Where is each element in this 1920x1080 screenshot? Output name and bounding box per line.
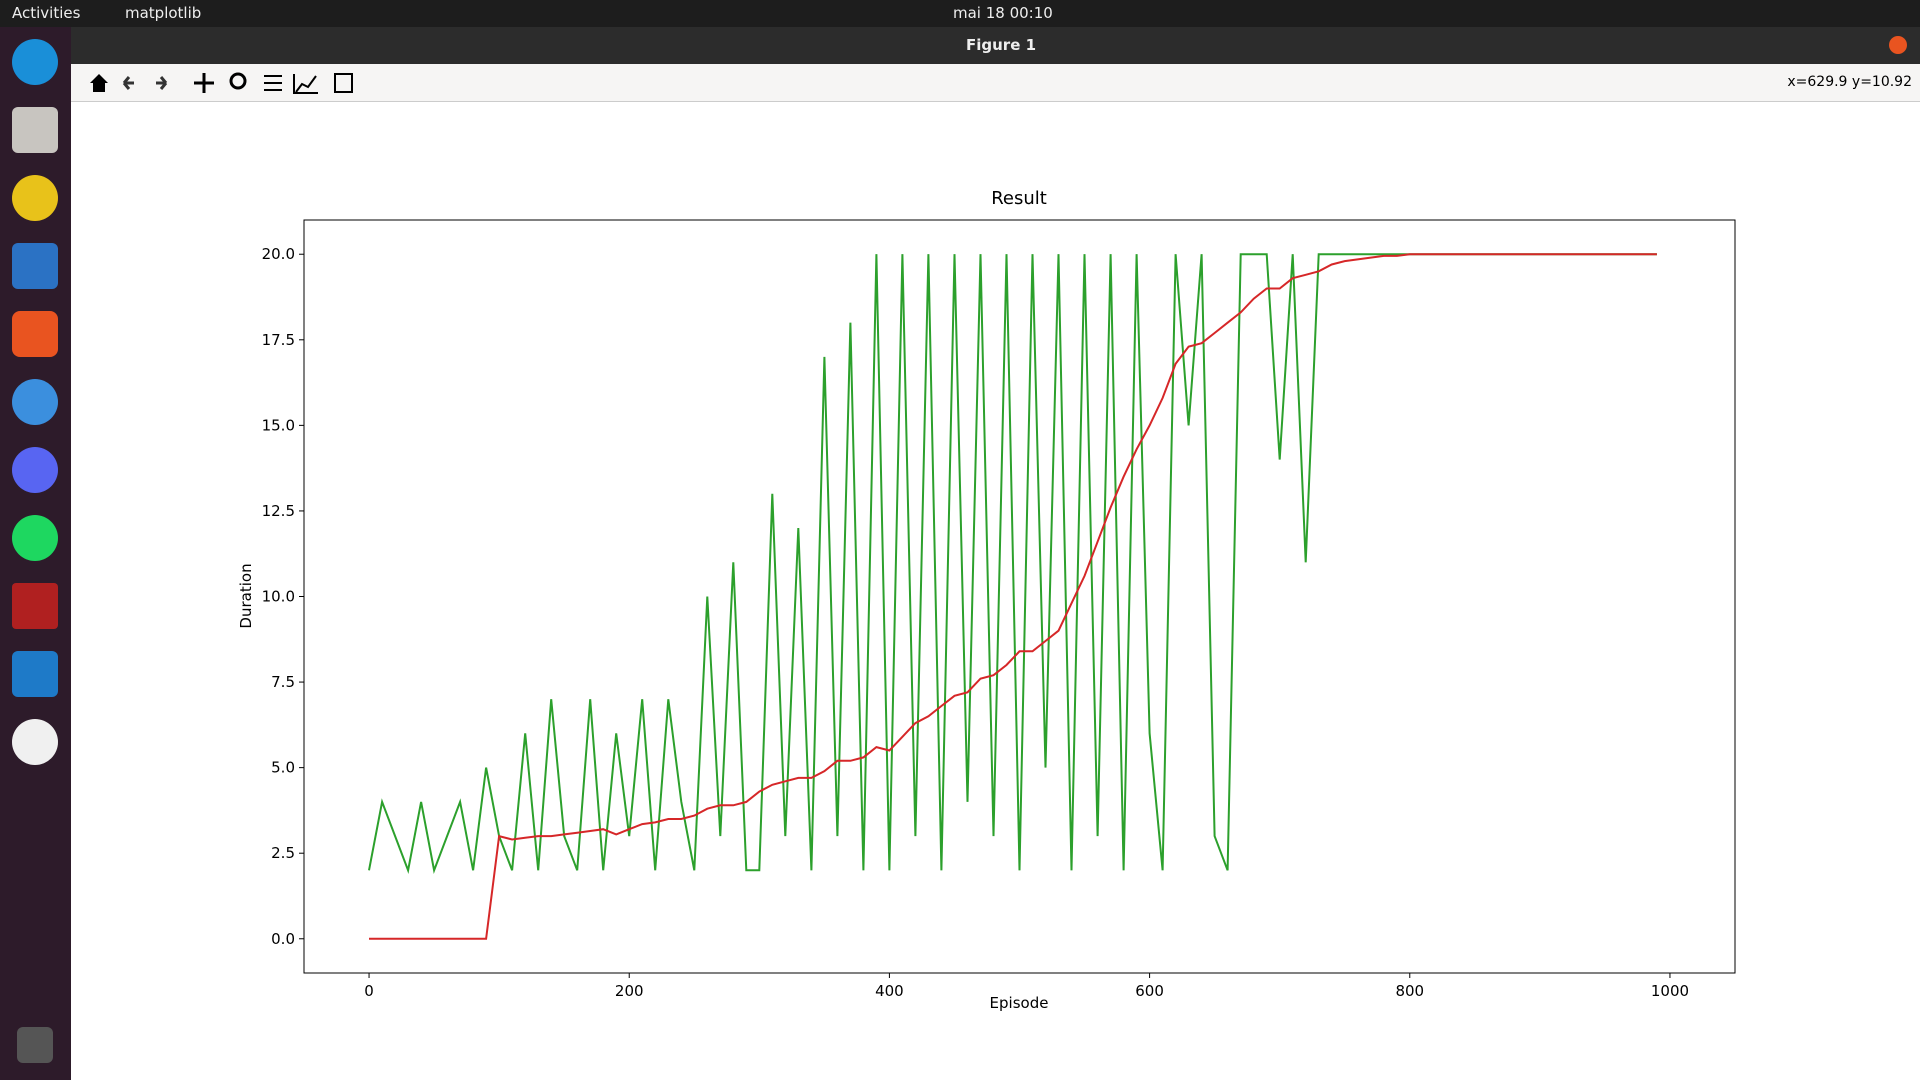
title-bar: Figure 1 [71,27,1920,64]
close-button[interactable] [1889,36,1907,54]
dock [0,27,71,1080]
axes-frame [303,219,1736,974]
x-tick-label: 800 [1395,982,1424,1000]
help-icon[interactable] [12,379,58,425]
terminal-icon[interactable] [12,583,58,629]
x-tick-label: 0 [364,982,374,1000]
window-title: Figure 1 [966,36,1037,54]
y-axis-label: Duration [237,563,255,628]
home-button[interactable] [90,74,108,92]
vscode-icon[interactable] [12,651,58,697]
x-tick-label: 1000 [1651,982,1689,1000]
activities[interactable]: Activities [12,4,81,22]
toolbar-icons [90,72,353,94]
edge-icon[interactable] [12,39,58,85]
zoom-button[interactable] [229,72,247,90]
writer-icon[interactable] [12,243,58,289]
matplotlib-icon[interactable] [12,719,58,765]
x-axis-label: Episode [990,994,1049,1012]
series-line [368,253,1657,874]
software-icon[interactable] [12,311,58,357]
clock[interactable]: mai 18 00:10 [953,4,1053,22]
y-tick-label: 7.5 [271,673,295,691]
chart: Result Episode Duration 0.0 2.5 5.0 7.5 10.0… [237,188,1736,1012]
x-tick-label: 200 [615,982,644,1000]
apps-grid[interactable] [17,1027,53,1063]
y-tick-label: 12.5 [262,502,295,520]
pan-button[interactable] [194,73,214,93]
toolbar: x=629.9 y=10.92 [71,64,1920,102]
x-tick-label: 400 [875,982,904,1000]
y-tick-label: 2.5 [271,844,295,862]
y-tick-label: 10.0 [262,588,295,606]
rhythmbox-icon[interactable] [12,175,58,221]
status: x=629.9 y=10.92 [1787,74,1912,90]
y-tick-label: 0.0 [271,930,295,948]
spotify-icon[interactable] [12,515,58,561]
chart-title: Result [991,188,1047,209]
x-tick-label: 600 [1135,982,1164,1000]
series-line [369,253,1657,940]
y-tick-label: 15.0 [262,416,295,434]
y-tick-label: 20.0 [262,245,295,263]
app-menu[interactable]: matplotlib [125,4,202,22]
save-button[interactable] [334,73,353,93]
y-tick-label: 5.0 [271,759,295,777]
edit-button[interactable] [293,74,318,94]
y-tick-label: 17.5 [262,331,295,349]
discord-icon[interactable] [12,447,58,493]
back-button[interactable] [122,76,134,90]
files-icon[interactable] [12,107,58,153]
forward-button[interactable] [156,76,168,90]
configure-button[interactable] [264,75,282,91]
top-bar: Activities matplotlib mai 18 00:10 [0,0,1920,27]
